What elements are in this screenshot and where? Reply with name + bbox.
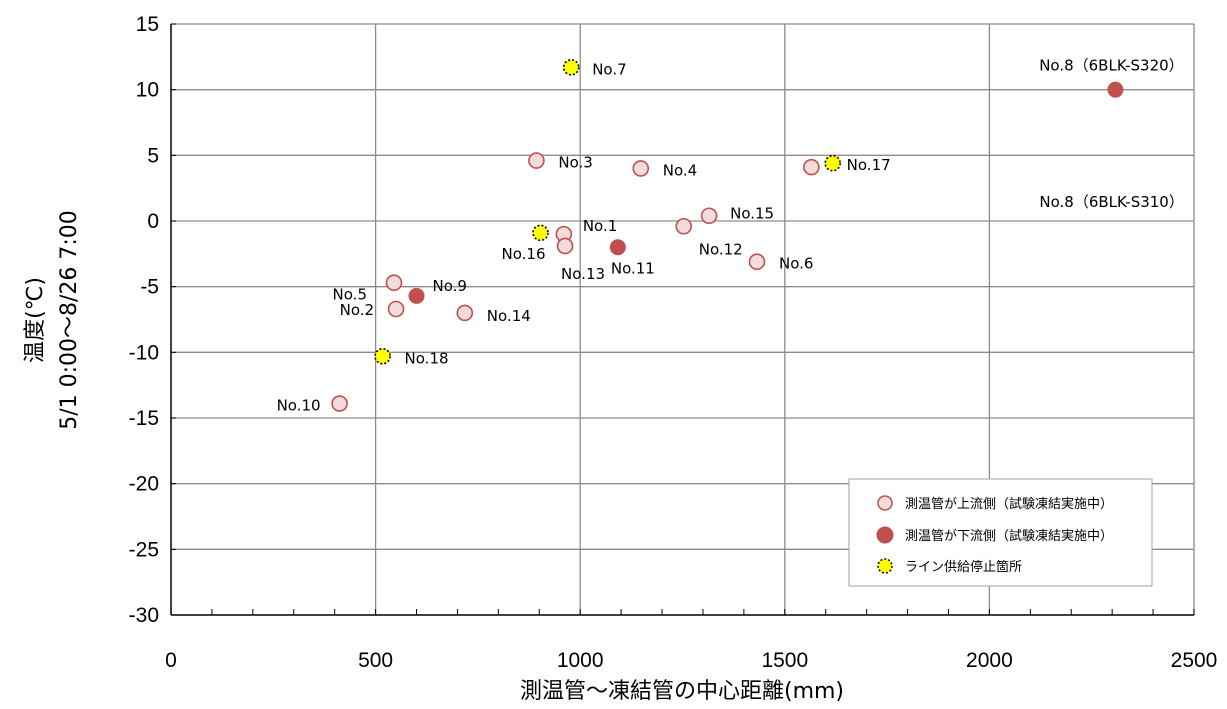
point-label: No.2 <box>340 301 374 319</box>
data-point <box>331 395 348 412</box>
x-tick-label: 2500 <box>1171 649 1218 672</box>
data-point <box>456 304 474 322</box>
data-point <box>609 239 626 256</box>
x-tick-label: 1500 <box>761 649 808 672</box>
data-point <box>824 154 841 172</box>
data-point <box>556 237 574 255</box>
point-label: No.5 <box>333 286 367 304</box>
legend-marker-downstream <box>876 526 894 544</box>
x-tick-label: 0 <box>165 649 177 672</box>
legend-label-downstream: 測温管が下流側（試験凍結実施中） <box>905 528 1113 544</box>
x-tick-label: 500 <box>358 649 393 672</box>
axes <box>170 23 1195 616</box>
point-label: No.10 <box>277 397 321 415</box>
y-tick-label: -30 <box>129 604 159 627</box>
x-tick-labels: 0 500 1000 1500 2000 2500 <box>165 649 1217 672</box>
data-points <box>331 59 1124 412</box>
data-point <box>1107 81 1124 98</box>
y-axis-title-line2: 5/1 0:00～8/26 7:00 <box>57 210 82 430</box>
y-tick-label: -25 <box>129 538 159 561</box>
data-point <box>748 253 766 271</box>
point-label: No.15 <box>730 205 774 223</box>
point-label: No.1 <box>583 217 617 235</box>
data-point <box>562 59 580 76</box>
y-tick-labels: 15 10 5 0 -5 -10 -15 -20 -25 -30 <box>129 13 159 627</box>
legend-label-stopped: ライン供給停止箇所 <box>905 559 1022 575</box>
y-tick-label: 5 <box>147 144 159 167</box>
y-tick-label: 0 <box>147 210 159 233</box>
point-label: No.3 <box>558 154 592 172</box>
data-point <box>532 224 549 242</box>
legend-box <box>848 478 1153 587</box>
y-axis-title-line1: 温度(℃) <box>23 277 48 363</box>
point-label: No.14 <box>487 307 531 325</box>
data-point <box>675 217 693 235</box>
point-labels: No.1 No.2 No.3 No.4 No.5 No.6 No.8（6BLK-S310） N… <box>277 57 1184 415</box>
x-tick-label: 1000 <box>557 649 604 672</box>
data-point <box>700 207 718 225</box>
data-point <box>408 287 425 304</box>
x-axis-title: 測温管～凍結管の中心距離(mm) <box>520 679 844 704</box>
y-tick-label: -15 <box>129 407 159 430</box>
data-point <box>387 300 405 318</box>
y-tick-label: 10 <box>136 79 159 102</box>
data-point <box>374 347 391 365</box>
point-label: No.8（6BLK-S320） <box>1039 57 1183 75</box>
point-label: No.11 <box>611 259 655 277</box>
x-tick-label: 2000 <box>966 649 1013 672</box>
point-label: No.18 <box>405 349 449 367</box>
y-tick-label: -5 <box>140 276 159 299</box>
point-label: No.8（6BLK-S310） <box>1039 193 1183 211</box>
point-label: No.9 <box>433 277 467 295</box>
y-tick-label: -20 <box>129 473 159 496</box>
data-point <box>803 158 820 176</box>
legend-marker-stopped <box>877 558 893 574</box>
y-tick-label: -10 <box>129 341 159 364</box>
y-tick-label: 15 <box>136 13 159 36</box>
legend-label-upstream: 測温管が上流側（試験凍結実施中） <box>905 496 1113 512</box>
point-label: No.17 <box>847 156 891 174</box>
point-label: No.4 <box>663 161 697 179</box>
gridlines <box>171 23 1195 615</box>
point-label: No.12 <box>699 240 743 258</box>
point-label: No.16 <box>502 245 546 263</box>
legend-marker-upstream <box>877 495 893 511</box>
data-point <box>385 274 403 292</box>
data-point <box>632 160 650 177</box>
legend: 測温管が上流側（試験凍結実施中） 測温管が下流側（試験凍結実施中） ライン供給停… <box>848 478 1153 587</box>
point-label: No.6 <box>779 255 813 273</box>
point-label: No.7 <box>592 60 626 78</box>
data-point <box>528 152 545 169</box>
point-label: No.13 <box>561 265 605 283</box>
